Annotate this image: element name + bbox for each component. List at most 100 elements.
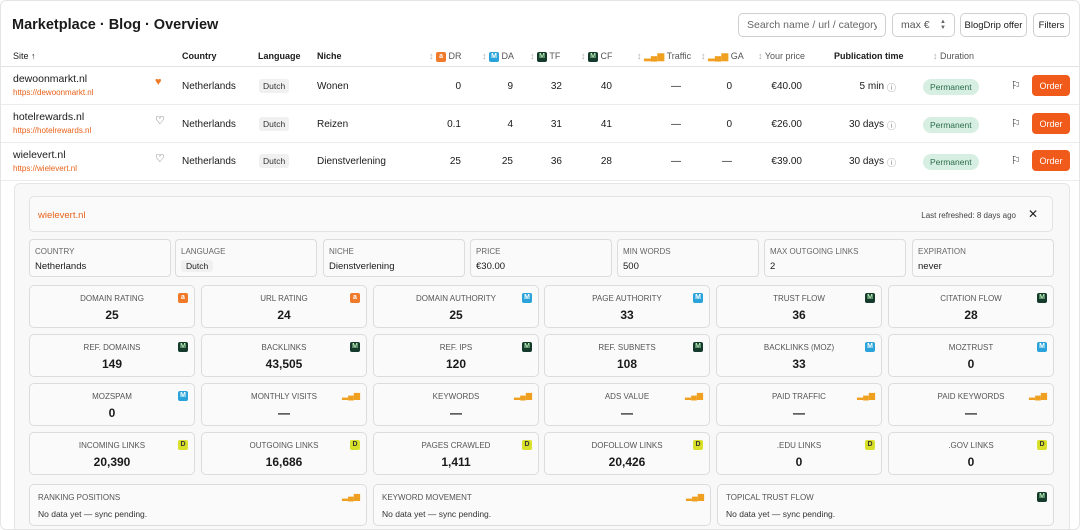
language-chip: Dutch: [259, 79, 290, 93]
info-value: Dutch: [181, 260, 214, 272]
flag-icon[interactable]: ⚐: [1011, 80, 1021, 92]
col-traffic[interactable]: ↕ ▂▄▆ Traffic: [637, 51, 691, 62]
semrush-icon: ▂▄▆: [514, 391, 532, 400]
table-row[interactable]: hotelrewards.nl https://hotelrewards.nl …: [1, 105, 1079, 143]
metric-card: Citation Flow 28 M: [888, 285, 1054, 328]
col-country[interactable]: Country: [182, 51, 217, 61]
col-cf[interactable]: ↕ M CF: [581, 51, 613, 62]
metric-card: Ref. Subnets 108 M: [544, 334, 710, 377]
col-site[interactable]: Site ↑: [13, 51, 36, 61]
col-ga[interactable]: ↕ ▂▄▆ GA: [701, 51, 744, 62]
tf-value: 32: [550, 81, 562, 92]
order-button[interactable]: Order: [1032, 150, 1070, 171]
metric-label: Ads Value: [604, 392, 650, 401]
col-dr[interactable]: ↕ a DR: [429, 51, 462, 62]
col-duration-label: Duration: [940, 51, 975, 61]
site-name[interactable]: wielevert.nl: [13, 149, 66, 161]
col-niche[interactable]: Niche: [317, 51, 342, 61]
info-icon[interactable]: ⓘ: [887, 83, 897, 93]
card-label: Topical Trust Flow: [726, 493, 814, 502]
metric-label: Pages Crawled: [421, 441, 491, 450]
metric-card: Backlinks 43,505 M: [201, 334, 367, 377]
flag-icon[interactable]: ⚐: [1011, 118, 1021, 130]
metric-card: MozTrust 0 M: [888, 334, 1054, 377]
metric-card: Backlinks (Moz) 33 M: [716, 334, 882, 377]
info-label: Min words: [623, 247, 671, 256]
table-row[interactable]: dewoonmarkt.nl https://dewoonmarkt.nl ♥ …: [1, 67, 1079, 105]
majestic-icon: M: [522, 342, 532, 352]
info-niche: Niche Dienstverlening: [323, 239, 465, 277]
metric-label: Ref. IPs: [439, 343, 473, 352]
sort-icon: ↕: [581, 51, 586, 61]
order-button[interactable]: Order: [1032, 113, 1070, 134]
seo-icon: D: [522, 440, 532, 450]
flag-icon[interactable]: ⚐: [1011, 155, 1021, 167]
max-price-input[interactable]: max € ▲ ▼: [892, 13, 955, 37]
metric-label: MozSpam: [92, 392, 132, 401]
col-language[interactable]: Language: [258, 51, 301, 61]
metric-card: Dofollow Links 20,426 D: [544, 432, 710, 475]
site-url[interactable]: https://dewoonmarkt.nl: [13, 88, 94, 97]
moz-icon: M: [522, 293, 532, 303]
filters-button[interactable]: Filters: [1033, 13, 1070, 37]
metric-label: Keywords: [432, 392, 480, 401]
country: Netherlands: [182, 81, 236, 92]
da-value: 4: [507, 119, 513, 130]
price-value: €40.00: [771, 81, 802, 92]
search-input[interactable]: [738, 13, 886, 37]
metric-value: —: [621, 406, 633, 420]
info-icon[interactable]: ⓘ: [887, 121, 897, 131]
blogdrip-offer-button[interactable]: BlogDrip offer: [960, 13, 1027, 37]
price-value: €26.00: [771, 119, 802, 130]
site-url[interactable]: https://hotelrewards.nl: [13, 126, 92, 135]
info-label: Expiration: [918, 247, 966, 256]
keyword-movement-card: Keyword Movement No data yet — sync pend…: [373, 484, 711, 526]
site-name[interactable]: hotelrewards.nl: [13, 111, 85, 123]
col-tf[interactable]: ↕ M TF: [530, 51, 560, 62]
metric-card: .GOV Links 0 D: [888, 432, 1054, 475]
col-price[interactable]: ↕ Your price: [758, 51, 805, 61]
sort-icon: ↕: [701, 51, 706, 61]
semrush-icon: ▂▄▆: [1029, 391, 1047, 400]
tf-value: 31: [550, 119, 562, 130]
site-name[interactable]: dewoonmarkt.nl: [13, 73, 88, 85]
status-badge: Permanent: [923, 154, 979, 170]
site-url[interactable]: https://wielevert.nl: [13, 164, 78, 173]
ahrefs-icon: a: [436, 51, 447, 62]
col-publication-time[interactable]: Publication time: [834, 51, 904, 61]
metric-label: Ref. Subnets: [598, 343, 656, 352]
metric-value: —: [965, 406, 977, 420]
country: Netherlands: [182, 156, 236, 167]
info-label: Country: [35, 247, 75, 256]
stepper-icon[interactable]: ▲ ▼: [940, 19, 946, 31]
metric-label: .GOV Links: [948, 441, 994, 450]
detail-site-link[interactable]: wielevert.nl: [38, 210, 86, 221]
metric-card: Paid Traffic — ▂▄▆: [716, 383, 882, 426]
card-value: No data yet — sync pending.: [726, 509, 836, 519]
seo-icon: D: [178, 440, 188, 450]
language-chip: Dutch: [259, 154, 290, 168]
metric-label: Monthly Visits: [251, 392, 317, 401]
metric-card: Outgoing Links 16,686 D: [201, 432, 367, 475]
info-value: Netherlands: [35, 261, 87, 272]
dr-value: 0.1: [447, 119, 461, 130]
metric-card: Monthly Visits — ▂▄▆: [201, 383, 367, 426]
order-button[interactable]: Order: [1032, 75, 1070, 96]
seo-icon: D: [1037, 440, 1047, 450]
metric-value: 0: [967, 357, 975, 371]
metric-value: 149: [101, 357, 123, 371]
info-label: Price: [476, 247, 501, 256]
metric-card: Ads Value — ▂▄▆: [544, 383, 710, 426]
info-icon[interactable]: ⓘ: [887, 158, 897, 168]
metric-value: 0: [108, 406, 116, 420]
metric-label: MozTrust: [948, 343, 994, 352]
niche: Wonen: [317, 81, 349, 92]
majestic-icon: M: [588, 51, 599, 62]
heart-filled-icon[interactable]: ♥: [155, 76, 162, 88]
col-da[interactable]: ↕ M DA: [482, 51, 514, 62]
close-icon[interactable]: ✕: [1027, 207, 1038, 221]
table-row[interactable]: wielevert.nl https://wielevert.nl ♡ Neth…: [1, 143, 1079, 181]
heart-outline-icon[interactable]: ♡: [155, 153, 165, 165]
col-duration[interactable]: ↕ Duration: [933, 51, 974, 61]
heart-outline-icon[interactable]: ♡: [155, 115, 165, 127]
